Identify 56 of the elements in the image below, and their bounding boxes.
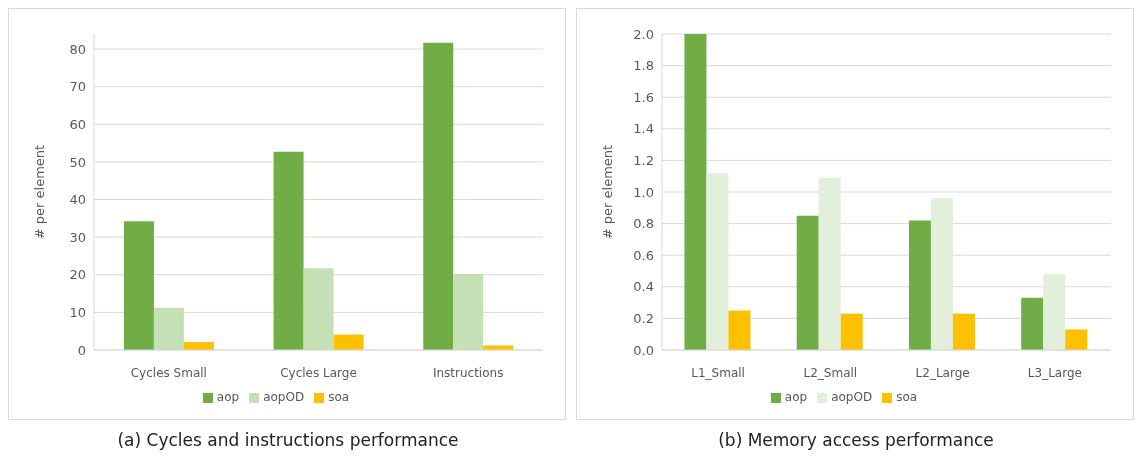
y-tick-label: 40 [69,192,86,208]
x-tick-label: L2_Large [915,365,970,380]
bar [333,334,364,350]
legend-label: soa [328,390,350,404]
bar [1043,274,1066,350]
legend-label: aopOD [831,390,873,404]
y-tick-label: 1.8 [633,58,654,74]
y-tick-label: 0 [77,342,86,358]
y-tick-label: 80 [69,41,86,57]
bar [796,215,819,350]
y-tick-label: 0.0 [633,342,654,358]
bar [1021,297,1044,350]
legend-label: aopOD [263,390,305,404]
text: (b) Memory access performance [717,430,995,450]
y-tick-label: 1.0 [633,184,654,200]
y-axis-title: # per element [31,144,47,240]
bar [930,198,953,350]
bar [706,173,729,350]
y-tick-label: 0.8 [633,216,654,232]
legend-label: soa [896,390,918,404]
x-tick-label: Cycles Large [280,365,357,380]
bar [840,313,863,350]
bar [153,307,184,350]
y-tick-label: 1.6 [633,89,654,105]
bar [684,34,707,350]
y-tick-label: 0.2 [633,311,654,327]
y-tick-label: 50 [69,154,86,170]
y-tick-label: 1.4 [633,121,654,137]
legend-label: aop [784,390,808,404]
y-axis-title: # per element [599,144,615,240]
x-tick-label: Cycles Small [130,365,207,380]
x-tick-label: L2_Small [803,365,858,380]
y-tick-label: 10 [69,305,86,320]
legend-label: aop [216,390,240,404]
x-tick-label: L3_Large [1027,365,1082,380]
y-tick-label: 0.6 [633,247,654,263]
bar [1065,329,1088,350]
y-tick-label: 0.4 [633,279,654,295]
bar [273,151,304,350]
y-tick-label: 2.0 [633,26,654,42]
y-tick-label: 20 [69,267,86,283]
text: (a) Cycles and instructions performance [116,430,460,450]
y-tick-label: 70 [69,79,86,95]
y-tick-label: 60 [69,116,86,132]
bar [123,221,154,350]
bar [453,274,484,350]
x-tick-label: L1_Small [691,365,745,380]
y-tick-label: 30 [69,229,86,245]
bar [728,310,751,350]
x-tick-label: Instructions [432,365,504,380]
bar [818,177,841,350]
bar [423,42,454,350]
bar [952,313,975,350]
bar [303,268,334,350]
y-tick-label: 1.2 [633,153,654,169]
bar [908,220,931,350]
